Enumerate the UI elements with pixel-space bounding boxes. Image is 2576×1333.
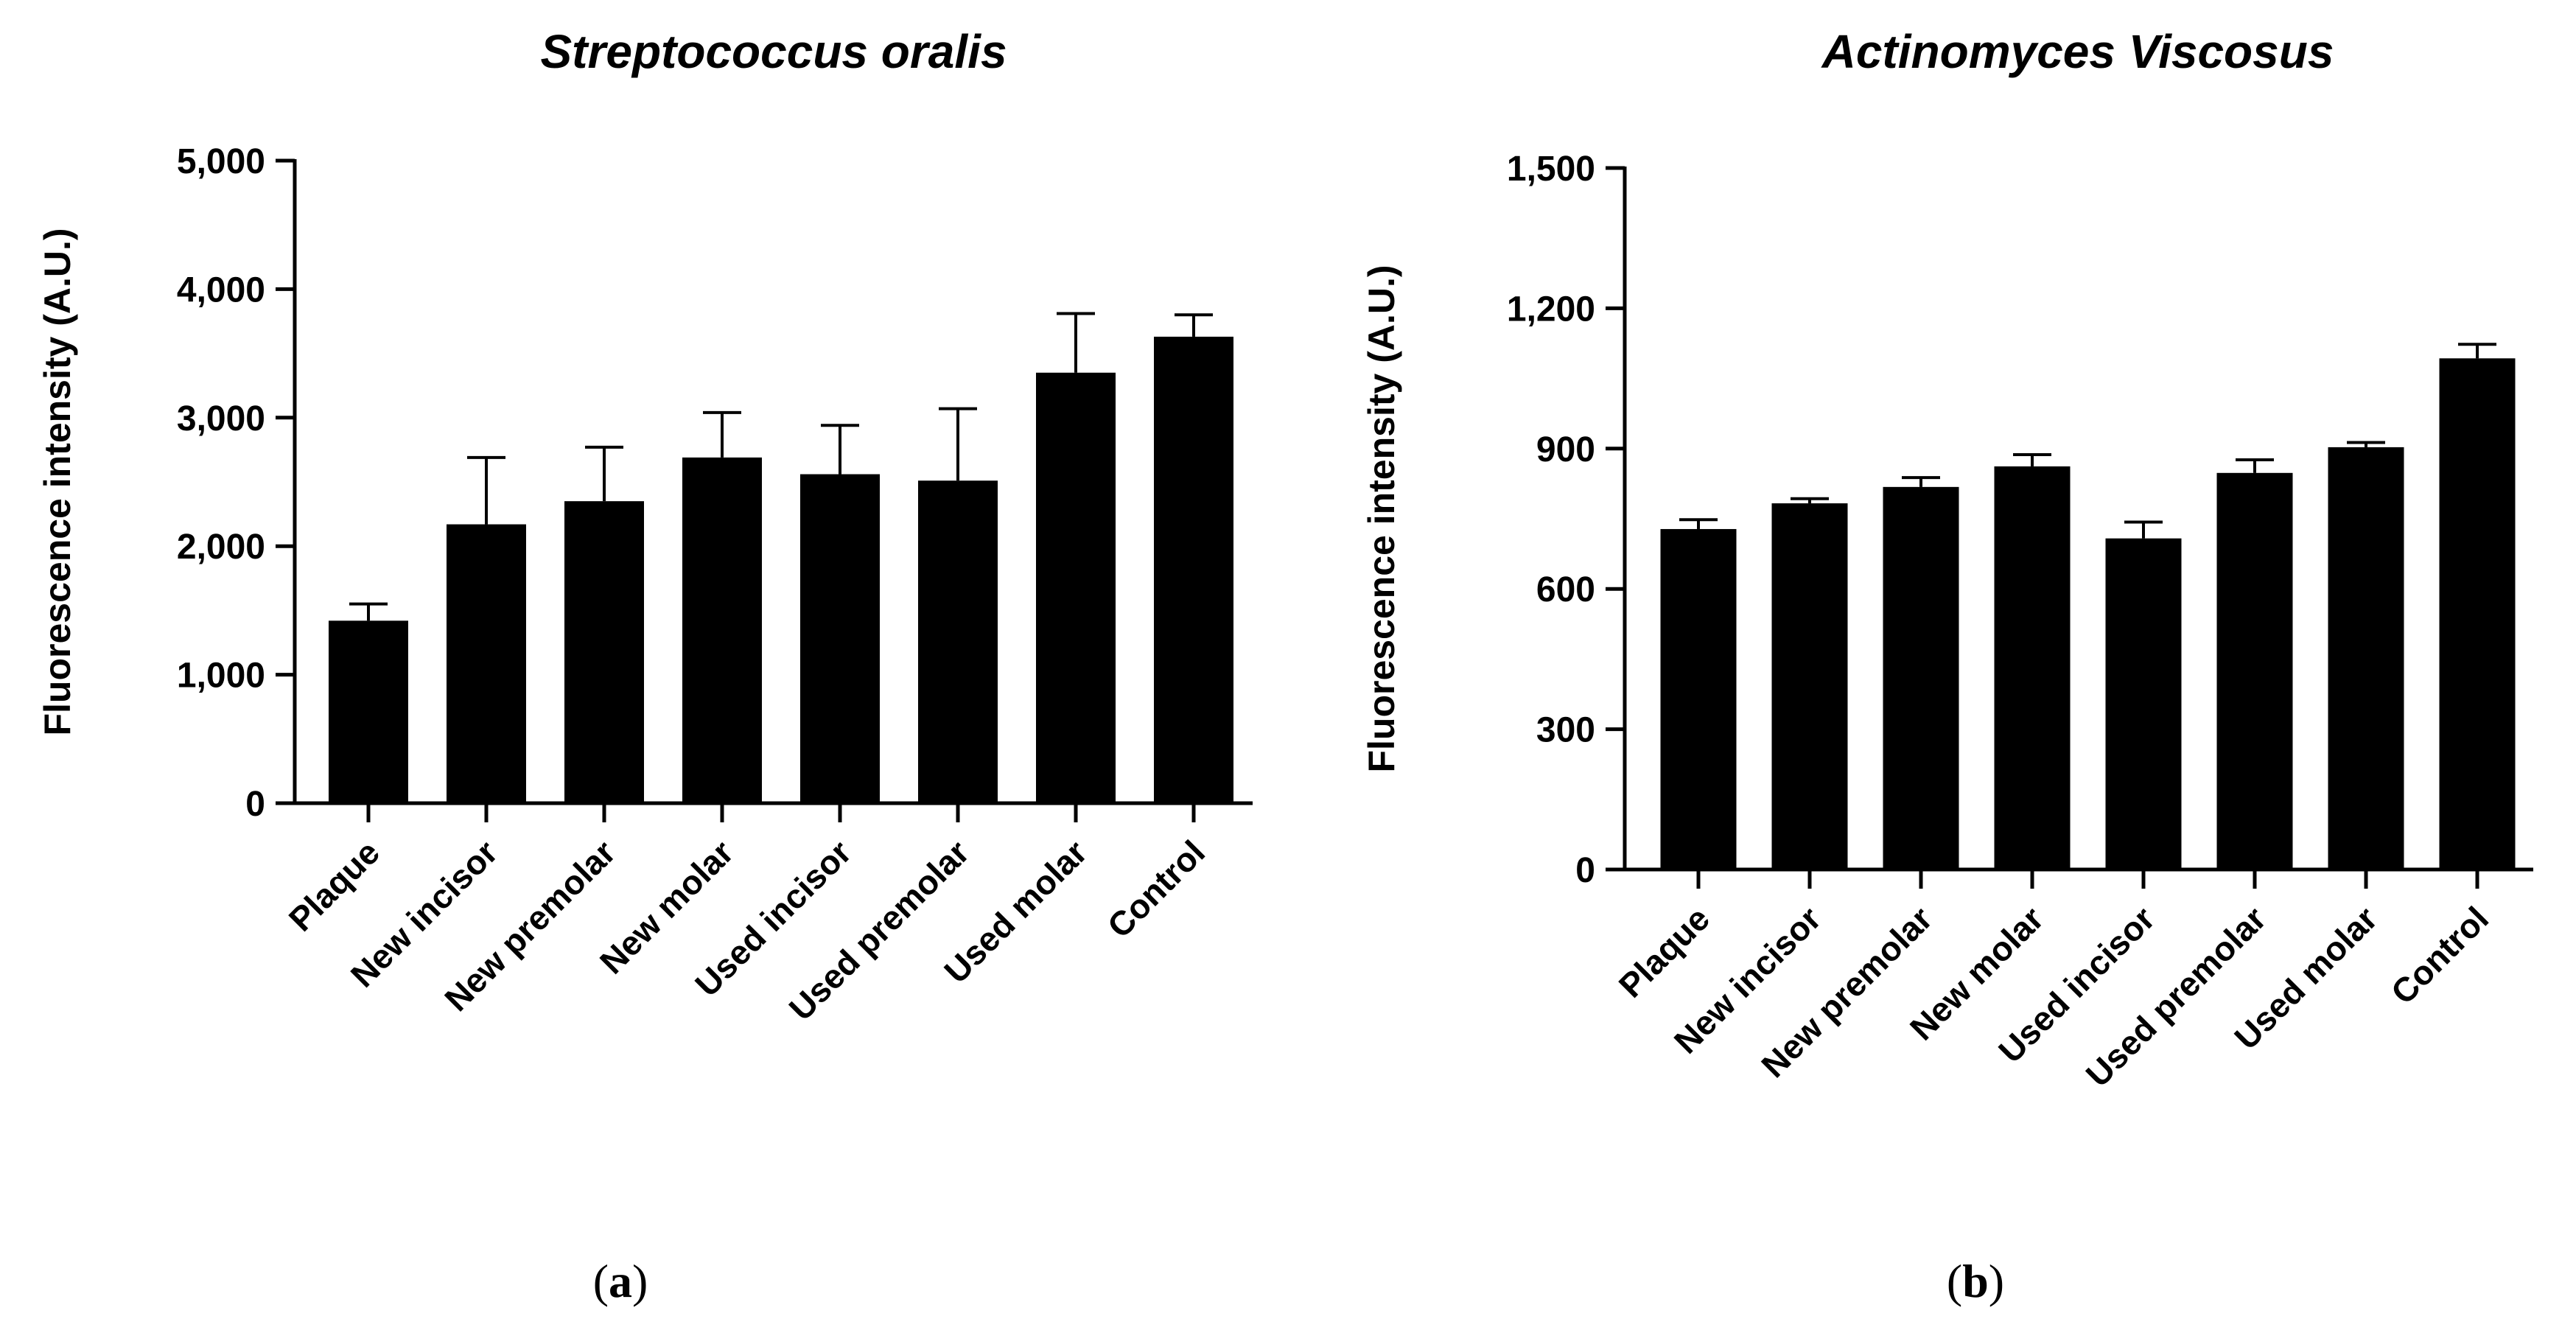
y-tick-label: 3,000	[177, 399, 265, 438]
y-axis-label: Fluorescence intensity (A.U.)	[1361, 265, 1402, 772]
x-tick-label: Plaque	[1611, 899, 1717, 1004]
y-tick-label: 1,500	[1507, 150, 1595, 189]
x-tick-label: Control	[2384, 899, 2496, 1011]
bar	[1883, 486, 1959, 870]
bar	[2439, 358, 2516, 870]
bar	[447, 524, 526, 803]
chart-panel-b: Actinomyces Viscosus Fluorescence intensi…	[1361, 25, 2533, 1307]
bar	[2216, 472, 2293, 870]
bar	[329, 620, 408, 803]
x-tick-label: Plaque	[281, 833, 387, 938]
bar	[1660, 528, 1737, 870]
y-tick-label: 0	[1575, 851, 1595, 890]
bar	[2105, 538, 2182, 870]
bar	[918, 480, 998, 803]
bar	[800, 474, 880, 803]
y-axis-label: Fluorescence intensity (A.U.)	[37, 228, 78, 735]
bar	[2328, 447, 2404, 870]
bar	[1994, 466, 2071, 870]
panel-label: (a)	[593, 1255, 648, 1307]
chart-title: Actinomyces Viscosus	[1821, 25, 2334, 78]
bar	[682, 457, 762, 803]
bar	[1036, 372, 1116, 803]
y-tick-label: 300	[1536, 711, 1595, 750]
bar	[564, 501, 644, 803]
y-tick-label: 5,000	[177, 142, 265, 181]
x-tick-label: Control	[1100, 833, 1212, 945]
y-tick-label: 2,000	[177, 528, 265, 567]
y-tick-label: 600	[1536, 570, 1595, 609]
bar	[1771, 503, 1848, 870]
bar	[1154, 336, 1233, 804]
y-tick-label: 1,000	[177, 657, 265, 696]
y-tick-label: 0	[245, 785, 265, 824]
y-tick-label: 1,200	[1507, 290, 1595, 329]
y-tick-label: 4,000	[177, 270, 265, 309]
y-tick-label: 900	[1536, 430, 1595, 469]
chart-panel-a: Streptococcus oralis Fluorescence intensi…	[37, 25, 1253, 1307]
panel-label: (b)	[1947, 1255, 2004, 1307]
chart-title: Streptococcus oralis	[540, 25, 1007, 78]
